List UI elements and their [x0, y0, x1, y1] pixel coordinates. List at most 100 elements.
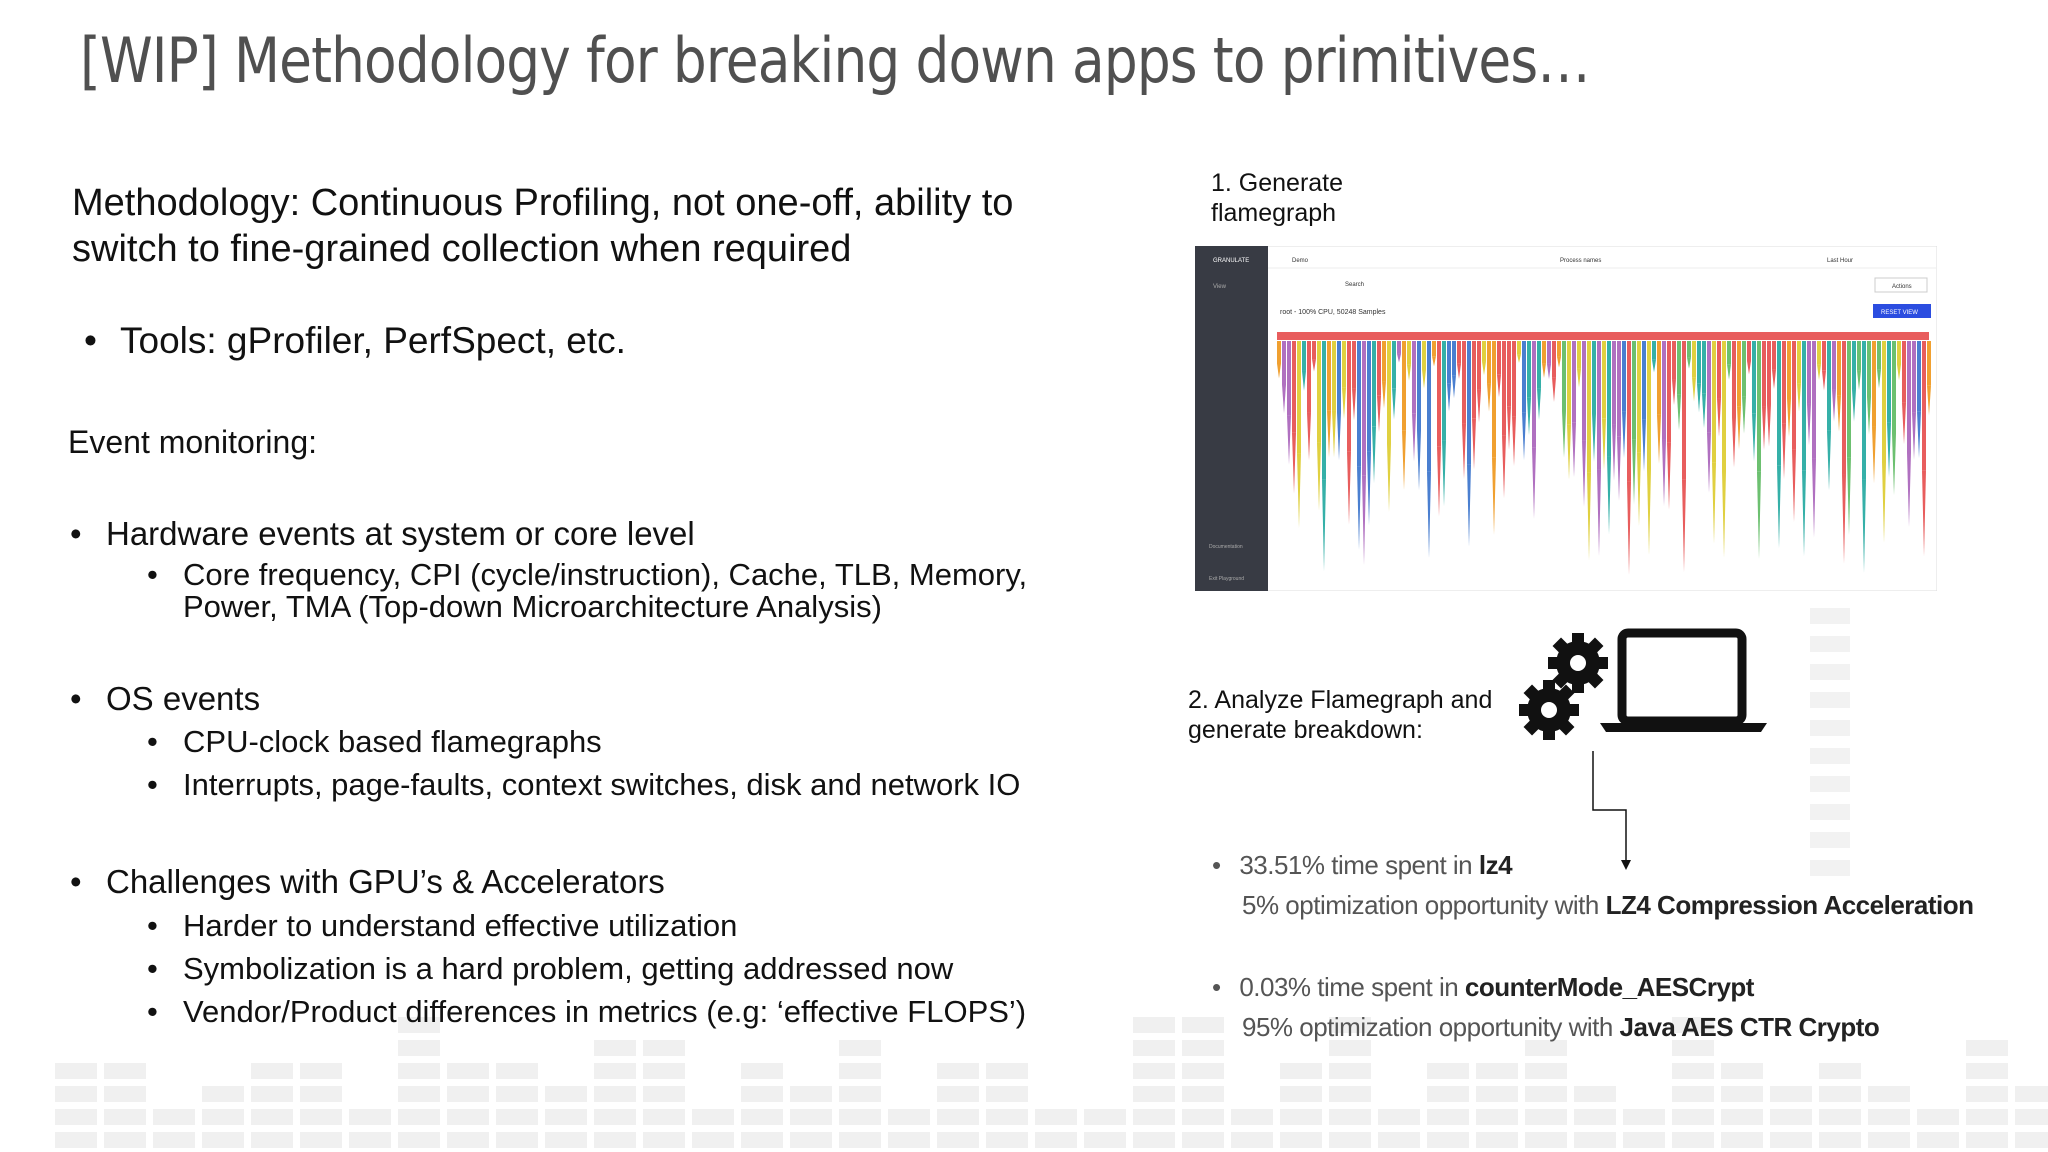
decor-block — [594, 1040, 636, 1056]
flame-column — [1797, 341, 1801, 384]
flame-column — [1347, 341, 1351, 452]
flame-tip — [1732, 416, 1736, 468]
flame-column — [1727, 341, 1731, 365]
flame-column — [1337, 341, 1341, 413]
flame-tip — [1277, 363, 1281, 379]
decor-block — [1819, 1132, 1861, 1148]
flame-column — [1432, 341, 1436, 357]
flame-column — [1322, 341, 1326, 480]
flame-tip — [1407, 364, 1411, 381]
flame-tip — [1642, 419, 1646, 472]
flame-tip — [1607, 456, 1611, 535]
flame-column — [1342, 341, 1346, 388]
flame-tip — [1362, 475, 1366, 565]
flame-tip — [1487, 383, 1491, 412]
decor-block — [1182, 1017, 1224, 1033]
flame-tip — [1877, 369, 1881, 389]
fg-search: Search — [1345, 282, 1364, 288]
flame-column — [1427, 341, 1431, 472]
flame-tip — [1812, 458, 1816, 538]
flame-column — [1872, 341, 1876, 427]
decor-block — [1329, 1063, 1371, 1079]
flame-tip — [1632, 439, 1636, 505]
decor-block — [1623, 1109, 1665, 1125]
flame-column — [1382, 341, 1386, 382]
flame-tip — [1777, 465, 1781, 549]
decor-block — [398, 1109, 440, 1125]
flame-tip — [1637, 452, 1641, 527]
flame-tip — [1742, 396, 1746, 434]
finding-line: 5% optimization opportunity with LZ4 Com… — [1242, 890, 1974, 921]
flame-tip — [1727, 364, 1731, 380]
flame-column — [1452, 341, 1456, 376]
flame-tip — [1867, 397, 1871, 435]
flame-column — [1692, 341, 1696, 378]
flame-column — [1607, 341, 1611, 457]
flame-column — [1662, 341, 1666, 440]
flame-column — [1782, 341, 1786, 424]
decor-block — [251, 1109, 293, 1125]
fg-brand: GRANULATE — [1213, 258, 1249, 264]
decor-block — [545, 1132, 587, 1148]
flame-tip — [1822, 370, 1826, 391]
flame-column — [1302, 341, 1306, 371]
flame-column — [1362, 341, 1366, 476]
flame-column — [1647, 341, 1651, 470]
decor-block — [1574, 1109, 1616, 1125]
flame-tip — [1762, 406, 1766, 451]
flame-column — [1457, 341, 1461, 364]
decor-block — [1133, 1109, 1175, 1125]
decor-block — [349, 1109, 391, 1125]
decor-block — [1672, 1086, 1714, 1102]
decor-block — [153, 1109, 195, 1125]
decor-block — [545, 1086, 587, 1102]
flame-column — [1552, 341, 1556, 378]
decor-block — [1476, 1063, 1518, 1079]
flame-column — [1917, 341, 1921, 412]
finding-bold: lz4 — [1478, 850, 1513, 880]
decor-block — [1819, 1086, 1861, 1102]
fg-reset[interactable]: RESET VIEW — [1881, 310, 1918, 316]
flame-tip — [1852, 389, 1856, 422]
flame-column — [1392, 341, 1396, 389]
decor-block — [1182, 1040, 1224, 1056]
decor-block — [1672, 1040, 1714, 1056]
flame-column — [1877, 341, 1881, 370]
decor-block — [496, 1063, 538, 1079]
intro-text: Methodology: Continuous Profiling, not o… — [72, 182, 1014, 270]
fg-actions[interactable]: Actions — [1892, 284, 1912, 290]
flame-tip — [1842, 474, 1846, 564]
decor-block — [349, 1132, 391, 1148]
flame-column — [1672, 341, 1676, 380]
flame-tip — [1722, 471, 1726, 558]
flame-tip — [1687, 357, 1691, 369]
flame-tip — [1292, 432, 1296, 494]
flame-column — [1292, 341, 1296, 433]
decor-block — [1133, 1132, 1175, 1148]
step-1: 1. Generate flamegraph — [1211, 169, 1344, 227]
decor-block — [1810, 692, 1850, 708]
flame-tip — [1382, 381, 1386, 409]
flame-tip — [1512, 416, 1516, 467]
slide-title: [WIP] Methodology for breaking down apps… — [80, 24, 1591, 97]
decor-block — [741, 1063, 783, 1079]
flame-column — [1752, 341, 1756, 414]
flame-column — [1922, 341, 1926, 471]
group-title: OS events — [70, 679, 260, 719]
flame-column — [1592, 341, 1596, 414]
fg-group: Process names — [1560, 258, 1601, 264]
flame-tip — [1752, 413, 1756, 462]
decor-block — [447, 1109, 489, 1125]
decor-block — [202, 1086, 244, 1102]
decor-block — [741, 1109, 783, 1125]
flame-column — [1712, 341, 1716, 463]
decor-block — [545, 1109, 587, 1125]
decor-block — [1868, 1132, 1910, 1148]
flame-tip — [1627, 481, 1631, 576]
flame-column — [1447, 341, 1451, 384]
decor-block — [1721, 1132, 1763, 1148]
flame-column — [1462, 341, 1466, 424]
decor-block — [300, 1132, 342, 1148]
decor-block — [937, 1086, 979, 1102]
flame-column — [1792, 341, 1796, 450]
